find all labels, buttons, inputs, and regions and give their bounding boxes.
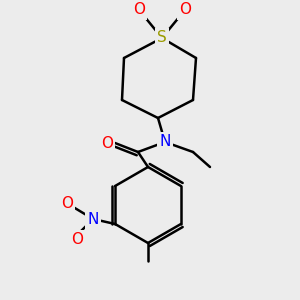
Text: O: O bbox=[61, 196, 73, 211]
Text: O: O bbox=[133, 2, 145, 17]
Text: O: O bbox=[71, 232, 83, 247]
Text: S: S bbox=[157, 31, 167, 46]
Text: O: O bbox=[179, 2, 191, 17]
Text: O: O bbox=[101, 136, 113, 151]
Text: N: N bbox=[87, 212, 99, 226]
Text: N: N bbox=[159, 134, 171, 149]
